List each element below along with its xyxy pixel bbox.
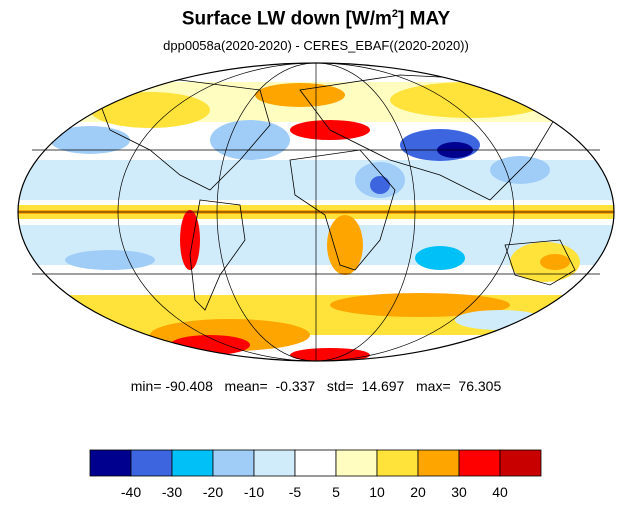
anomaly-patch (415, 246, 465, 270)
colorbar-tick-label: -10 (244, 484, 264, 500)
anomaly-patch (65, 250, 155, 270)
title-main: Surface LW down [W/m (181, 8, 392, 30)
colorbar-tick-label: 40 (492, 484, 508, 500)
colorbar-swatch (130, 449, 173, 477)
title-tail: ] MAY (398, 8, 451, 30)
colorbar-swatch (212, 449, 255, 477)
coastline-australia (504, 239, 576, 286)
colorbar-tick-label: -30 (162, 484, 182, 500)
colorbar-tick-label: -40 (121, 484, 141, 500)
colorbar-swatch (499, 449, 542, 477)
anomaly-patch (540, 254, 570, 270)
plot-subtitle: dpp0058a(2020-2020) - CERES_EBAF((2020-2… (163, 38, 469, 53)
anomaly-patch (50, 126, 130, 154)
colorbar-swatch (253, 449, 296, 477)
colorbar-swatch (89, 449, 132, 477)
map-outline (17, 62, 615, 362)
plot-title: Surface LW down [W/m2] MAY (0, 8, 632, 30)
colorbar-swatch (376, 449, 419, 477)
colorbar-tick-label: 30 (451, 484, 467, 500)
world-map (17, 62, 615, 362)
colorbar-tick-label: 20 (410, 484, 426, 500)
colorbar-swatch (335, 449, 378, 477)
colorbar-swatch (417, 449, 460, 477)
anomaly-patch (330, 293, 510, 317)
colorbar-swatch (458, 449, 501, 477)
statistics-line: min= -90.408 mean= -0.337 std= 14.697 ma… (130, 378, 502, 394)
colorbar-swatch (294, 449, 337, 477)
anomaly-patch (255, 83, 345, 107)
coastline-south-america (189, 199, 246, 311)
colorbar-tick-label: -5 (289, 484, 302, 500)
coastline-africa (289, 149, 396, 271)
anomaly-patch (180, 210, 200, 270)
colorbar-tick-label: 5 (332, 484, 340, 500)
colorbar-tick-label: -20 (203, 484, 223, 500)
anomaly-patch (370, 176, 390, 194)
anomaly-patch (90, 92, 210, 128)
anomaly-patch (327, 215, 363, 275)
colorbar-swatch (171, 449, 214, 477)
colorbar-tick-label: 10 (369, 484, 385, 500)
title-superscript: 2 (391, 8, 399, 20)
coastline-north-america (94, 79, 271, 191)
